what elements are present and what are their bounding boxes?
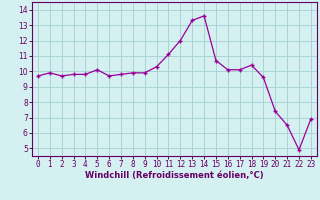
X-axis label: Windchill (Refroidissement éolien,°C): Windchill (Refroidissement éolien,°C): [85, 171, 264, 180]
